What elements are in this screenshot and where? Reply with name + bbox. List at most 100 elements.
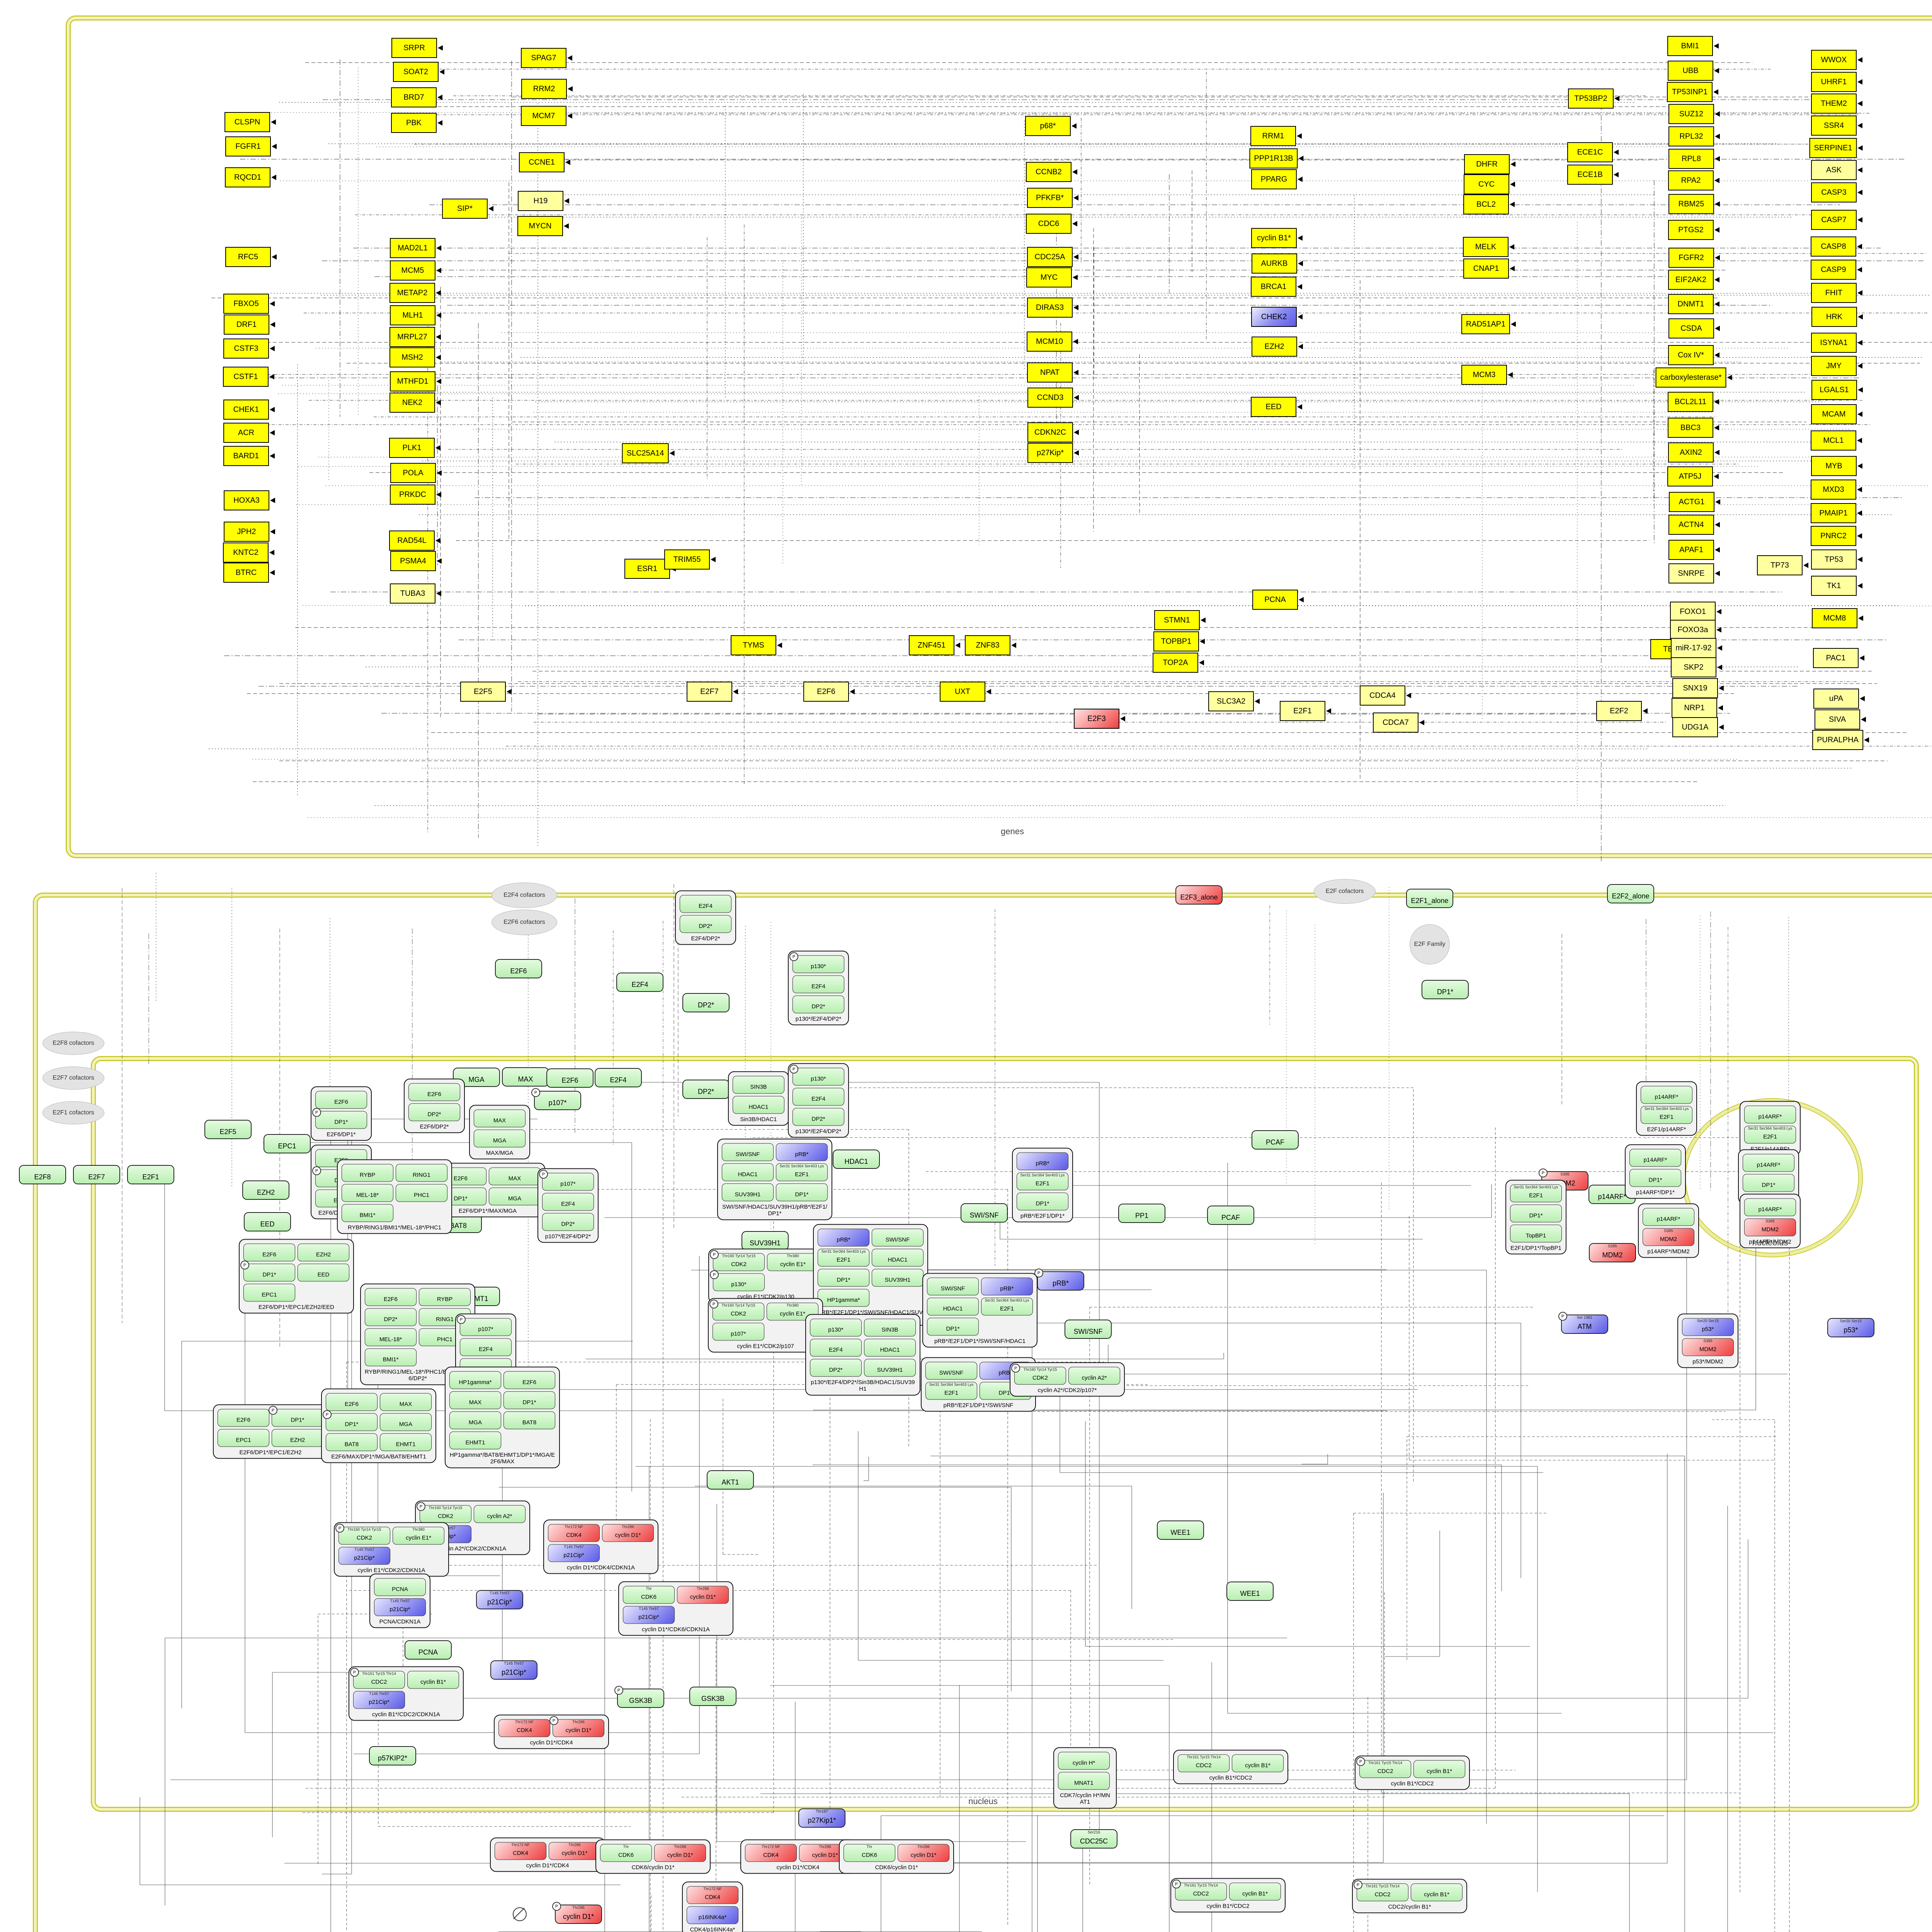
protein-cdc25c[interactable]: CDC25C Ser216 <box>1070 1829 1117 1849</box>
protein-p21cip[interactable]: p21Cip* T145 Thr57 <box>476 1590 523 1609</box>
gene-stmn1[interactable]: STMN1 <box>1154 610 1200 630</box>
gene-srpr[interactable]: SRPR <box>391 38 437 58</box>
complex-e2f6-dp1-epc1-ezh2-eed[interactable]: E2F6 EZH2 DP1* P EED EPC1 E2F6/DP1*/EPC1/EZH2/… <box>239 1239 354 1314</box>
gene-mthfd1[interactable]: MTHFD1 <box>390 371 435 391</box>
gene-brd7[interactable]: BRD7 <box>391 87 437 107</box>
gene-ccnb2[interactable]: CCNB2 <box>1026 162 1071 182</box>
complex-subunit-suv39h1[interactable]: SUV39H1 <box>722 1183 774 1201</box>
complex-subunit-p14arf[interactable]: p14ARF* <box>1629 1149 1681 1167</box>
protein-max[interactable]: MAX <box>502 1067 549 1087</box>
complex-subunit-max[interactable]: MAX <box>380 1393 432 1411</box>
protein-suv39h1[interactable]: SUV39H1 <box>742 1231 789 1250</box>
gene-atp5j[interactable]: ATP5J <box>1667 466 1713 486</box>
complex-subunit-cdk2[interactable]: CDK2 Thr160 Tyr14 Tyr15 P <box>709 1299 764 1321</box>
gene-rrm1[interactable]: RRM1 <box>1250 126 1296 146</box>
gene-rpl8[interactable]: RPL8 <box>1668 149 1714 169</box>
complex-subunit-p14arf[interactable]: p14ARF* <box>1744 1105 1796 1124</box>
gene-dhfr[interactable]: DHFR <box>1464 154 1510 174</box>
complex-subunit-cyclin-e1[interactable]: cyclin E1* Thr380 <box>393 1527 444 1545</box>
gene-tk1[interactable]: TK1 <box>1811 576 1857 596</box>
gene-rfc5[interactable]: RFC5 <box>225 247 271 267</box>
complex-subunit-ehmt1[interactable]: EHMT1 <box>449 1431 501 1449</box>
gene-ptgs2[interactable]: PTGS2 <box>1668 220 1714 240</box>
gene-cdca7[interactable]: CDCA7 <box>1373 713 1418 733</box>
protein-p21cip[interactable]: p21Cip* T145 Thr57 <box>490 1660 537 1680</box>
complex-subunit-dp2[interactable]: DP2* <box>810 1359 862 1377</box>
gene-snrpe[interactable]: SNRPE <box>1668 563 1714 583</box>
complex-p130-e2f4-dp2[interactable]: p130* P E2F4 DP2* p130*/E2F4/DP2* <box>788 951 849 1026</box>
protein-dp1[interactable]: DP1* <box>1422 980 1469 999</box>
gene-acr[interactable]: ACR <box>223 423 269 443</box>
gene-eif2ak2[interactable]: EIF2AK2 <box>1668 270 1714 290</box>
complex-subunit-e2f1[interactable]: E2F1 Ser31 Ser364 Ser403 Lys <box>1017 1172 1068 1190</box>
protein-akt1[interactable]: AKT1 <box>707 1470 754 1490</box>
complex-cyclin-d1-cdk6-cdkn1a[interactable]: CDK6 Thr cyclin D1* Thr286 p21Cip* T145 Thr57… <box>618 1581 733 1636</box>
complex-e2f6-dp1[interactable]: E2F6 DP1* P E2F6/DP1* <box>311 1086 372 1141</box>
protein-wee1[interactable]: WEE1 <box>1226 1582 1274 1601</box>
complex-subunit-hdac1[interactable]: HDAC1 <box>733 1096 784 1114</box>
complex-subunit-max[interactable]: MAX <box>449 1391 501 1409</box>
complex-subunit-cyclin-d1[interactable]: cyclin D1* Thr286 <box>602 1524 654 1542</box>
complex-pcna-cdkn1a[interactable]: PCNA p21Cip* T145 Thr57 PCNA/CDKN1A <box>369 1573 430 1628</box>
gene-mlh1[interactable]: MLH1 <box>390 305 435 325</box>
complex-cdk6-cyclin-d1[interactable]: CDK6 Thr cyclin D1* Thr286 CDK6/cyclin D1* <box>839 1839 954 1874</box>
gene-myb[interactable]: MYB <box>1811 456 1857 476</box>
complex-prb-e2f1-dp1[interactable]: pRB* E2F1 Ser31 Ser364 Ser403 Lys DP1* pRB*/… <box>1012 1148 1073 1223</box>
complex-subunit-sin3b[interactable]: SIN3B <box>864 1318 916 1337</box>
gene-snx19[interactable]: SNX19 <box>1672 678 1718 698</box>
gene-rpa2[interactable]: RPA2 <box>1668 170 1714 190</box>
complex-prb-e2f1-dp1-swi-snf-hdac1[interactable]: SWI/SNF pRB* HDAC1 E2F1 Ser31 Ser364 Ser403 … <box>922 1273 1037 1348</box>
complex-cdk7-cyclin-h-mnat1[interactable]: cyclin H* MNAT1 CDK7/cyclin H*/MNAT1 <box>1053 1747 1117 1809</box>
protein-swi-snf[interactable]: SWI/SNF <box>1065 1320 1112 1339</box>
gene-diras3[interactable]: DIRAS3 <box>1027 298 1073 318</box>
complex-subunit-cyclin-a2[interactable]: cyclin A2* <box>474 1505 526 1523</box>
complex-subunit-epc1[interactable]: EPC1 <box>218 1429 269 1447</box>
complex-subunit-hp1gamma[interactable]: HP1gamma* <box>818 1289 869 1307</box>
complex-subunit-prb[interactable]: pRB* <box>981 1277 1033 1296</box>
complex-subunit-p14arf[interactable]: p14ARF* <box>1643 1208 1694 1226</box>
gene-tp73[interactable]: TP73 <box>1757 555 1803 575</box>
complex-subunit-dp2[interactable]: DP2* <box>365 1308 417 1326</box>
gene-e2f3[interactable]: E2F3 <box>1074 709 1119 729</box>
complex-subunit-dp1[interactable]: DP1* <box>1017 1192 1068 1211</box>
complex-subunit-cyclin-b1[interactable]: cyclin B1* <box>1411 1883 1463 1901</box>
complex-subunit-dp1[interactable]: DP1* P <box>323 1410 378 1431</box>
complex-subunit-e2f4[interactable]: E2F4 <box>460 1338 512 1356</box>
complex-subunit-p130[interactable]: p130* P <box>789 952 844 973</box>
complex-subunit-dp1[interactable]: DP1* P <box>312 1108 367 1129</box>
complex-subunit-bat8[interactable]: BAT8 <box>326 1433 378 1451</box>
gene-soat2[interactable]: SOAT2 <box>393 62 439 82</box>
protein-wee1[interactable]: WEE1 <box>1157 1520 1204 1540</box>
complex-subunit-cyclin-d1[interactable]: cyclin D1* Thr286 P <box>549 1716 604 1737</box>
gene-clspn[interactable]: CLSPN <box>224 112 270 132</box>
complex-subunit-phc1[interactable]: PHC1 <box>396 1184 447 1202</box>
protein-e2f8[interactable]: E2F8 <box>19 1165 66 1184</box>
gene-pnrc2[interactable]: PNRC2 <box>1811 526 1856 546</box>
gene-chek1[interactable]: CHEK1 <box>223 400 269 420</box>
complex-subunit-max[interactable]: MAX <box>474 1109 526 1128</box>
gene-casp3[interactable]: CASP3 <box>1811 182 1857 202</box>
complex-subunit-dp1[interactable]: DP1* P <box>269 1406 323 1427</box>
gene-msh2[interactable]: MSH2 <box>389 347 435 367</box>
protein-e2f1-alone[interactable]: E2F1_alone <box>1406 889 1453 908</box>
gene-casp8[interactable]: CASP8 <box>1811 236 1856 257</box>
gene-mcam[interactable]: MCAM <box>1811 404 1857 424</box>
gene-spag7[interactable]: SPAG7 <box>521 48 566 68</box>
complex-subunit-ring1[interactable]: RING1 <box>396 1164 447 1182</box>
gene-mcm3[interactable]: MCM3 <box>1461 365 1507 385</box>
gene-mycn[interactable]: MYCN <box>517 216 563 236</box>
complex-cdk4-p16ink4a[interactable]: CDK4 Thr172 NF p16INK4a* CDK4/p16INK4a* <box>682 1881 743 1932</box>
complex-subunit-e2f6[interactable]: E2F6 <box>326 1393 378 1411</box>
complex-subunit-dp1[interactable]: DP1* <box>927 1318 979 1336</box>
gene-mcm8[interactable]: MCM8 <box>1812 608 1857 628</box>
complex-subunit-dp1[interactable]: DP1* <box>1510 1204 1562 1223</box>
protein-pcaf[interactable]: PCAF <box>1207 1206 1254 1225</box>
gene-e2f5[interactable]: E2F5 <box>460 682 506 702</box>
gene-rpl32[interactable]: RPL32 <box>1668 126 1714 146</box>
protein-p53[interactable]: p53* Ser20 Ser15 <box>1827 1318 1874 1337</box>
gene-aurkb[interactable]: AURKB <box>1252 253 1297 274</box>
gene-cox-iv[interactable]: Cox IV* <box>1668 345 1714 365</box>
